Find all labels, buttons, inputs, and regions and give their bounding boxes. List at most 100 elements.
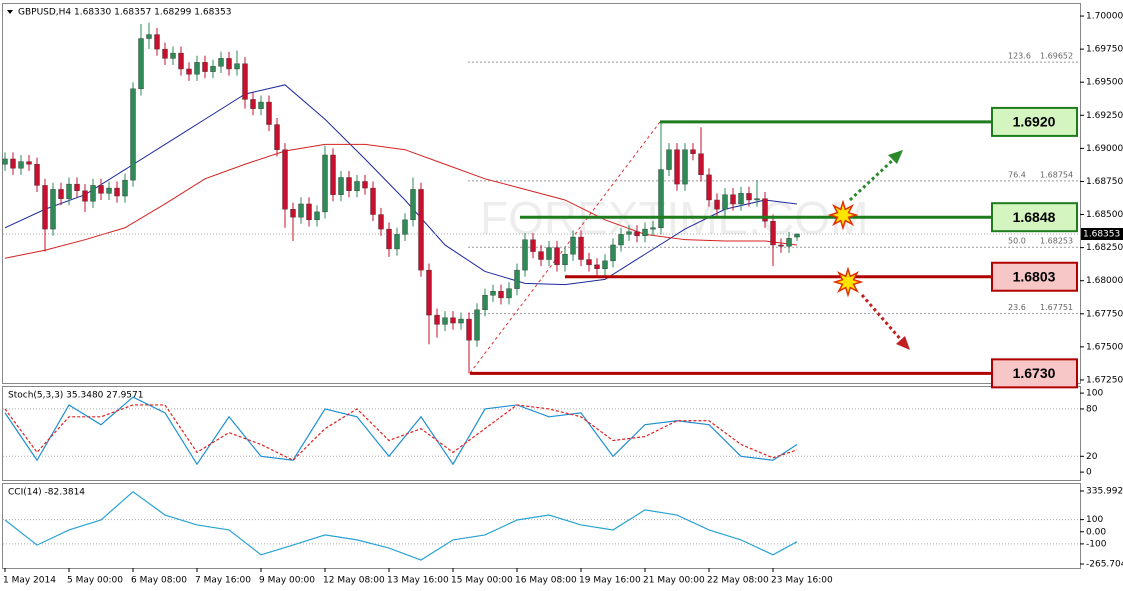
cci-pane xyxy=(2,483,1081,569)
candle-body xyxy=(34,164,40,186)
burst xyxy=(827,199,859,231)
x-tick-label: 5 May 00:00 xyxy=(67,576,123,586)
candle-body xyxy=(746,193,752,201)
fib-value: 1.69652 xyxy=(1040,52,1073,61)
fib-value: 1.67751 xyxy=(1040,303,1073,312)
current-price-box xyxy=(1081,227,1123,240)
candle-body xyxy=(698,153,704,176)
x-tick-label: 12 May 08:00 xyxy=(323,576,385,586)
candle-body xyxy=(690,149,696,154)
fib-value: 1.68253 xyxy=(1040,237,1073,246)
candle-body xyxy=(90,185,96,202)
candle-body xyxy=(762,198,768,222)
y-tick-label: 1.68000 xyxy=(1086,276,1123,286)
x-tick-label: 22 May 08:00 xyxy=(707,576,769,586)
candle-body xyxy=(730,194,736,205)
candle-body xyxy=(674,149,680,185)
y-tick-label: -100 xyxy=(1086,539,1107,549)
burst xyxy=(832,266,864,298)
candle-body xyxy=(706,174,712,201)
cci-title: CCI(14) -82.3814 xyxy=(8,488,85,498)
y-tick-label: 335.9927 xyxy=(1086,487,1123,497)
candle-body xyxy=(82,190,88,202)
candle-body xyxy=(458,318,464,324)
candle-body xyxy=(610,244,616,262)
candle-body xyxy=(50,189,56,230)
candle-body xyxy=(594,264,600,269)
candle-body xyxy=(10,158,16,169)
x-tick-label: 7 May 16:00 xyxy=(195,576,251,586)
y-tick-label: 1.70000 xyxy=(1086,12,1123,22)
candle-body xyxy=(154,34,160,50)
candle-body xyxy=(106,187,112,194)
down-arrow-head xyxy=(896,336,910,350)
candle-body xyxy=(538,251,544,260)
candle-body xyxy=(626,231,632,235)
candle-body xyxy=(554,247,560,266)
y-tick-label: 0.00 xyxy=(1086,527,1106,537)
main-pane xyxy=(2,3,1081,384)
candle-body xyxy=(354,181,360,191)
candle-body xyxy=(738,193,744,205)
candle-body xyxy=(130,88,136,181)
y-tick-label: 1.69750 xyxy=(1086,45,1123,55)
level-label: 1.6848 xyxy=(1013,209,1056,225)
candle-body xyxy=(282,149,288,210)
candle-body xyxy=(714,199,720,210)
candle-body xyxy=(58,189,64,199)
candle-body xyxy=(482,295,488,311)
candle-body xyxy=(330,154,336,195)
level-label: 1.6920 xyxy=(1013,114,1056,130)
y-tick-label: -265.7043 xyxy=(1086,560,1123,570)
candle-body xyxy=(42,185,48,230)
fib-value: 1.68754 xyxy=(1040,170,1073,179)
cci-line xyxy=(4,490,798,561)
candle-body xyxy=(226,58,232,70)
candle-body xyxy=(418,189,424,271)
stoch-title: Stoch(5,3,3) 35.3480 27.9571 xyxy=(8,391,143,401)
y-tick-label: 1.68250 xyxy=(1086,243,1123,253)
candle-body xyxy=(778,244,784,247)
up-arrow-head xyxy=(888,150,903,164)
candle-body xyxy=(466,318,472,341)
candle-body xyxy=(242,63,248,100)
candle-body xyxy=(794,233,800,238)
candle-body xyxy=(682,149,688,185)
y-tick-label: 20 xyxy=(1086,452,1098,462)
candle-body xyxy=(378,214,384,230)
candle-body xyxy=(18,161,24,169)
moving-average xyxy=(4,143,798,259)
candle-body xyxy=(66,183,72,199)
x-tick-label: 9 May 00:00 xyxy=(259,576,315,586)
candle-body xyxy=(506,288,512,299)
candle-body xyxy=(306,203,312,221)
y-tick-label: 1.68500 xyxy=(1086,210,1123,220)
candle-body xyxy=(570,236,576,255)
candle-body xyxy=(410,189,416,221)
level-box xyxy=(991,261,1078,292)
candle-body xyxy=(186,68,192,75)
candle-body xyxy=(514,269,520,289)
stoch-line xyxy=(4,396,798,466)
candle-body xyxy=(162,48,168,59)
y-tick-label: 80 xyxy=(1086,404,1098,414)
candle-body xyxy=(770,220,776,246)
candle-body xyxy=(322,154,328,213)
candle-body xyxy=(658,169,664,228)
fib-ratio: 123.6 xyxy=(1008,52,1031,61)
candle-body xyxy=(578,236,584,260)
stoch-line xyxy=(4,404,798,461)
candle-body xyxy=(562,254,568,266)
candle-body xyxy=(642,228,648,236)
y-tick-label: 1.68750 xyxy=(1086,177,1123,187)
y-tick-label: 1.69500 xyxy=(1086,78,1123,88)
candle-body xyxy=(498,291,504,299)
y-tick-label: 100 xyxy=(1086,389,1103,399)
candle-body xyxy=(442,317,448,325)
candle-body xyxy=(450,317,456,324)
candle-body xyxy=(530,239,536,252)
candle-body xyxy=(586,259,592,266)
candle-body xyxy=(298,203,304,218)
